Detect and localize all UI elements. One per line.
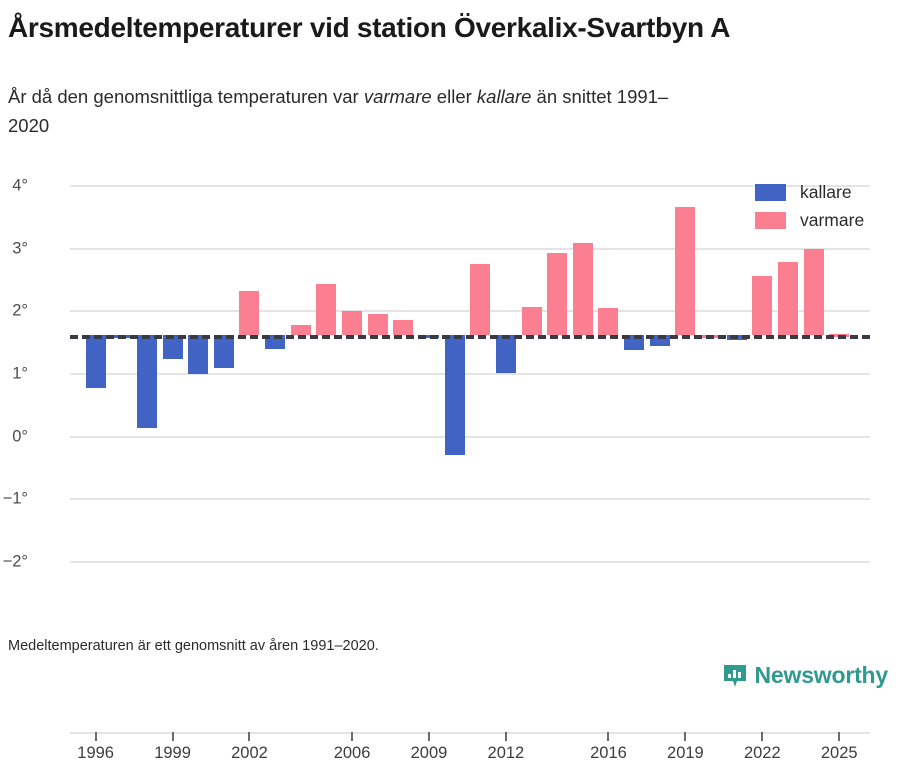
- footnote: Medeltemperaturen är ett genomsnitt av å…: [8, 638, 379, 654]
- bar-2010[interactable]: [444, 335, 465, 456]
- bar-2019[interactable]: [675, 206, 696, 336]
- gridline: [70, 498, 870, 501]
- x-axis-tick-label: 2016: [590, 744, 627, 762]
- y-axis-tick-label: 3°: [12, 239, 28, 258]
- x-axis-tick: [684, 732, 687, 741]
- x-axis-tick: [94, 732, 97, 741]
- bar-1998[interactable]: [136, 335, 157, 428]
- x-axis-tick-label: 2006: [333, 744, 371, 762]
- bar-2007[interactable]: [367, 314, 388, 336]
- x-axis-tick: [427, 732, 430, 741]
- x-axis-tick: [607, 732, 610, 741]
- legend-swatch-varmare: [755, 212, 786, 229]
- bar-2018[interactable]: [649, 335, 670, 346]
- legend-item-kallare[interactable]: kallare: [755, 182, 864, 203]
- chart-page: Årsmedeltemperaturer vid station Överkal…: [3, 12, 889, 762]
- x-axis-tick: [838, 732, 841, 741]
- x-axis-tick-label: 2025: [820, 744, 858, 762]
- bar-2013[interactable]: [521, 306, 542, 336]
- subtitle-text-2: eller: [431, 86, 477, 107]
- legend-label-kallare: kallare: [800, 182, 852, 202]
- bar-2008[interactable]: [393, 320, 414, 336]
- bar-1999[interactable]: [162, 335, 183, 359]
- x-axis-tick-label: 1999: [154, 744, 191, 762]
- newsworthy-logo[interactable]: Newsworthy: [722, 662, 888, 689]
- subtitle-text-1: År då den genomsnittliga temperaturen va…: [8, 86, 364, 107]
- x-axis-tick-label: 2019: [667, 744, 704, 762]
- y-axis-tick-label: 4°: [12, 176, 28, 195]
- subtitle-text-3: än snittet 1991–2020: [8, 86, 669, 136]
- x-axis-tick: [171, 732, 174, 741]
- gridline: [70, 373, 870, 375]
- legend-label-varmare: varmare: [800, 210, 865, 230]
- page-title: Årsmedeltemperaturer vid station Överkal…: [8, 12, 731, 43]
- bar-2011[interactable]: [470, 264, 491, 336]
- plot-area: 4° 3° 2° 1° 0° −1° −2°: [3, 177, 870, 571]
- subtitle-emphasis-kallare: kallare: [476, 86, 532, 107]
- y-axis-tick-label: −2°: [2, 552, 28, 571]
- gridline: [70, 310, 870, 313]
- x-axis-tick-label: 2009: [410, 744, 448, 762]
- y-axis-tick-label: 0°: [12, 427, 28, 446]
- bar-2000[interactable]: [188, 335, 209, 374]
- bar-2005[interactable]: [316, 284, 337, 336]
- gridline: [70, 561, 870, 563]
- gridline: [70, 435, 870, 438]
- bar-2001[interactable]: [213, 335, 234, 368]
- chart-legend: kallare varmare: [755, 182, 864, 238]
- y-axis-tick-label: 2°: [12, 301, 28, 320]
- x-axis-tick-label: 2022: [743, 744, 781, 762]
- y-axis-tick-label: −1°: [2, 489, 28, 508]
- y-axis-tick-label: 1°: [12, 364, 28, 383]
- x-axis: 1996 1999 2002 2006 2009 2012 2016 2019 2022 2025: [70, 732, 870, 782]
- bar-2015[interactable]: [572, 243, 593, 336]
- x-axis-tick-label: 2012: [487, 744, 525, 762]
- x-axis-tick: [504, 732, 507, 741]
- bar-2014[interactable]: [547, 253, 568, 336]
- bar-2004[interactable]: [290, 325, 311, 336]
- bar-2016[interactable]: [598, 308, 619, 336]
- x-axis-tick: [248, 732, 251, 741]
- x-axis-tick: [351, 732, 354, 741]
- x-axis-tick-label: 2002: [231, 744, 268, 762]
- bar-2024[interactable]: [803, 248, 824, 336]
- bar-2006[interactable]: [342, 310, 363, 336]
- reference-line: [70, 335, 870, 340]
- bar-1996[interactable]: [85, 335, 106, 389]
- legend-item-varmare[interactable]: varmare: [755, 210, 864, 231]
- x-axis-tick: [761, 732, 764, 741]
- page-subtitle: År då den genomsnittliga temperaturen va…: [8, 82, 708, 140]
- bar-2023[interactable]: [777, 262, 798, 336]
- bar-chart-pin-icon: [722, 663, 748, 689]
- subtitle-emphasis-varmare: varmare: [363, 86, 432, 107]
- bar-2022[interactable]: [752, 275, 773, 336]
- bar-2002[interactable]: [239, 290, 260, 336]
- x-axis-tick-label: 1996: [77, 744, 114, 762]
- gridline: [70, 247, 870, 250]
- legend-swatch-kallare: [755, 184, 786, 201]
- gridline: [70, 185, 870, 187]
- bar-2012[interactable]: [495, 335, 516, 373]
- newsworthy-logo-text: Newsworthy: [754, 662, 889, 688]
